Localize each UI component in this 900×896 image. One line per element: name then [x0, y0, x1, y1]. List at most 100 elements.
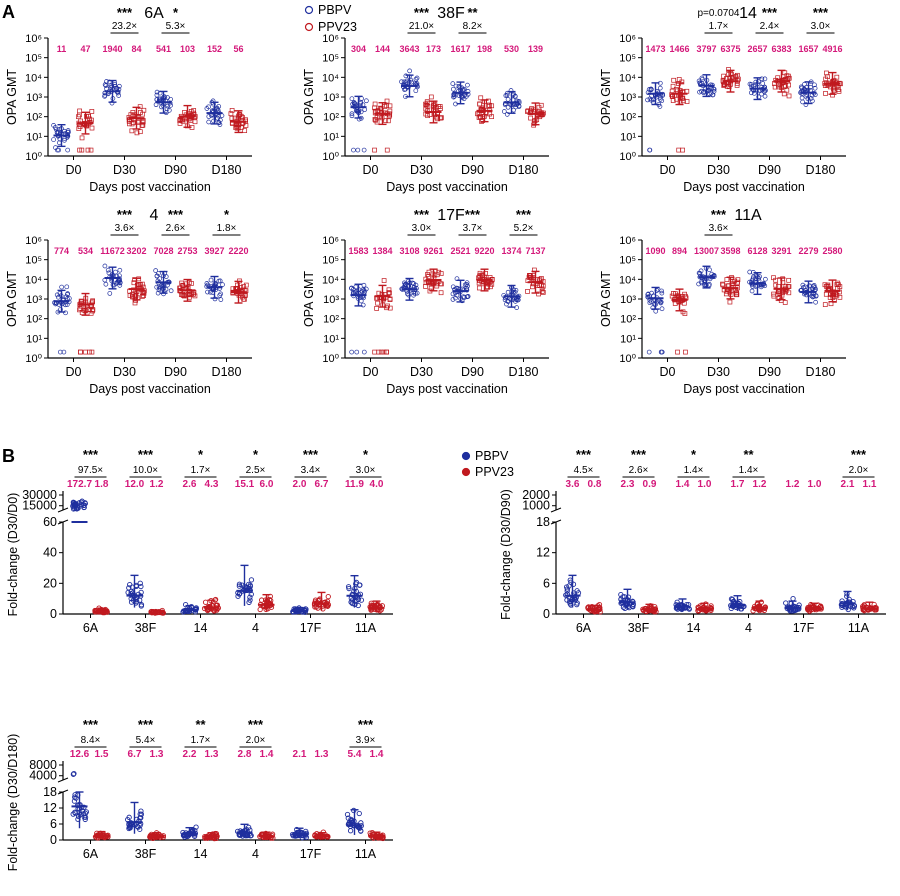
x-tick-label: 14	[687, 621, 701, 635]
data-point-ppv23	[127, 121, 132, 127]
significance-label: *	[691, 447, 697, 462]
x-axis-label: Days post vaccination	[683, 382, 805, 396]
data-point-pbpv	[216, 278, 222, 284]
data-point-ppv23	[825, 74, 830, 79]
data-point-pbpv	[128, 588, 134, 595]
data-point-ppv23	[79, 147, 85, 153]
data-point-ppv23	[240, 115, 245, 120]
data-point-pbpv	[411, 290, 417, 296]
y-tick-label: 10³	[26, 294, 42, 306]
data-point-pbpv	[361, 147, 367, 153]
y-tick-label: 10⁴	[322, 274, 339, 286]
gmt-label: 1384	[372, 246, 392, 256]
significance-label: ***	[117, 207, 133, 222]
data-point-pbpv	[645, 291, 651, 297]
data-point-ppv23	[134, 282, 140, 288]
data-point-pbpv	[168, 103, 173, 108]
data-point-pbpv	[72, 794, 78, 800]
gmt-label: 2521	[450, 246, 470, 256]
gmt-ratio-label: 2.4×	[760, 21, 780, 32]
data-point-pbpv	[346, 585, 352, 592]
y-tick-label: 0	[50, 833, 57, 847]
gmt-ratio-label: 3.0×	[412, 223, 432, 234]
gmt-label: 4916	[822, 44, 842, 54]
y-tick-label: 10¹	[26, 131, 42, 143]
data-point-ppv23	[675, 293, 681, 299]
y-tick-label: 10¹	[323, 333, 339, 345]
data-point-pbpv	[623, 602, 629, 609]
data-point-pbpv	[811, 293, 817, 299]
data-point-pbpv	[698, 268, 704, 274]
significance-label: ***	[711, 207, 727, 222]
data-point-ppv23	[76, 126, 82, 131]
data-point-pbpv	[82, 816, 88, 823]
ratio-label: 1.7×	[191, 465, 211, 476]
y-axis-label: Fold-change (D30/D0)	[6, 493, 20, 617]
y-tick-label: 10⁶	[322, 33, 339, 45]
data-point-pbpv	[138, 602, 145, 608]
data-point-ppv23	[672, 301, 678, 306]
gmt-label: 13007	[694, 246, 719, 256]
significance-label: *	[253, 447, 259, 462]
data-point-pbpv	[51, 123, 56, 128]
fold-change-label: 11.9	[345, 479, 364, 490]
data-point-ppv23	[141, 107, 147, 113]
chart-title: 17F	[437, 207, 465, 224]
data-point-ppv23	[824, 70, 829, 76]
fold-change-label: 1.2	[150, 479, 164, 490]
data-point-pbpv	[361, 282, 367, 288]
y-tick-label: 10¹	[26, 333, 42, 345]
data-point-pbpv	[56, 147, 62, 153]
x-tick-label: 6A	[83, 847, 99, 861]
gmt-ratio-label: 3.6×	[709, 223, 729, 234]
y-tick-label: 10³	[620, 294, 636, 306]
data-point-pbpv	[648, 87, 654, 93]
data-point-ppv23	[202, 599, 209, 605]
axis-break	[57, 507, 69, 513]
data-point-ppv23	[140, 294, 145, 299]
data-point-pbpv	[813, 299, 818, 305]
data-point-pbpv	[459, 85, 465, 91]
data-point-ppv23	[538, 102, 544, 108]
y-tick-label: 10⁴	[25, 274, 42, 286]
data-point-ppv23	[478, 115, 483, 120]
significance-label: *	[363, 447, 369, 462]
data-point-ppv23	[670, 83, 676, 89]
y-tick-label: 10⁴	[25, 72, 42, 84]
x-tick-label: D90	[461, 163, 484, 177]
x-tick-label: D0	[660, 365, 676, 379]
data-point-ppv23	[84, 114, 89, 119]
gmt-ratio-label: 2.6×	[166, 223, 186, 234]
y-tick-label: 4000	[29, 769, 57, 783]
data-point-ppv23	[373, 117, 378, 123]
y-tick-label: 10⁶	[25, 235, 42, 247]
x-tick-label: 17F	[300, 621, 322, 635]
fold-change-label: 1.4	[260, 749, 274, 760]
y-tick-label: 10¹	[620, 131, 636, 143]
fold-change-label: 2.8	[238, 749, 252, 760]
data-point-pbpv	[235, 593, 241, 599]
y-tick-label: 10¹	[620, 333, 636, 345]
data-point-pbpv	[702, 86, 708, 92]
significance-label: p=0.0704	[698, 8, 740, 19]
data-point-ppv23	[383, 118, 389, 124]
data-point-pbpv	[71, 771, 77, 777]
fold-change-label: 1.3	[150, 749, 164, 760]
x-axis-label: Days post vaccination	[386, 180, 508, 194]
data-point-ppv23	[127, 293, 133, 298]
data-point-pbpv	[356, 582, 363, 588]
ratio-label: 2.6×	[629, 465, 649, 476]
data-point-ppv23	[773, 282, 779, 288]
data-point-ppv23	[435, 116, 441, 122]
data-point-pbpv	[345, 815, 351, 821]
data-point-ppv23	[436, 269, 442, 275]
data-point-pbpv	[81, 811, 87, 817]
data-point-pbpv	[461, 86, 467, 92]
gmt-label: 6128	[747, 246, 767, 256]
data-point-ppv23	[384, 349, 389, 355]
y-tick-label: 6	[50, 817, 57, 831]
data-point-pbpv	[751, 90, 757, 96]
y-tick-label: 60	[43, 515, 57, 529]
